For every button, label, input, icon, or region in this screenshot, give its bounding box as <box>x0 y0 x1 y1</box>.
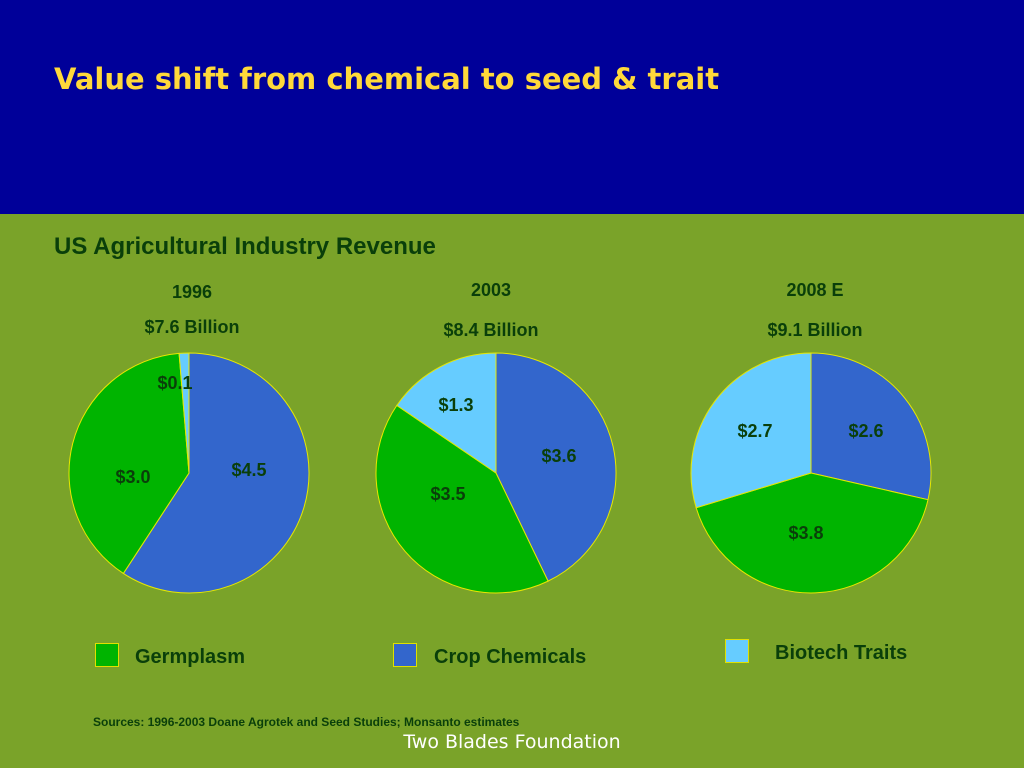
pie-1996-slice-germplasm <box>68 352 190 575</box>
legend-swatch-crop-chemicals <box>393 643 417 667</box>
legend-label-germplasm: Germplasm <box>135 646 246 668</box>
pie-2003-slice-germplasm <box>375 404 549 594</box>
title-banner <box>0 0 1024 214</box>
chart-2008-total: $9.1 Billion <box>767 320 863 340</box>
pie-2003-label-biotech-traits: $1.3 <box>438 395 473 415</box>
pie-2008-e-label-biotech-traits: $2.7 <box>737 421 772 441</box>
pie-2003-label-germplasm: $3.5 <box>430 484 465 504</box>
legend-label-crop-chemicals: Crop Chemicals <box>434 646 587 668</box>
pie-1996-label-biotech-traits: $0.1 <box>157 373 192 393</box>
chart-1996-year: 1996 <box>171 282 213 302</box>
pie-1996-label-crop-chemicals: $4.5 <box>231 460 266 480</box>
pie-2008-e-label-germplasm: $3.8 <box>788 523 823 543</box>
pie-1996-slice-crop-chemicals <box>122 352 310 594</box>
legend-swatch-biotech-traits <box>725 639 749 663</box>
pie-2008-e-slice-crop-chemicals <box>810 352 932 501</box>
pie-2003-label-crop-chemicals: $3.6 <box>541 446 576 466</box>
pie-2008-e-label-crop-chemicals: $2.6 <box>848 421 883 441</box>
pie-1996-label-germplasm: $3.0 <box>115 467 150 487</box>
legend-swatch-germplasm <box>95 643 119 667</box>
footer-text: Two Blades Foundation <box>403 731 621 753</box>
chart-2003-total: $8.4 Billion <box>443 320 539 340</box>
chart-subtitle: US Agricultural Industry Revenue <box>54 233 436 260</box>
pie-2003-slice-biotech-traits <box>396 352 497 474</box>
sources-note: Sources: 1996-2003 Doane Agrotek and See… <box>93 715 520 729</box>
chart-2008-year: 2008 E <box>786 280 844 300</box>
slide-title: Value shift from chemical to seed & trai… <box>54 62 720 96</box>
pie-1996-slice-biotech-traits <box>178 352 190 474</box>
pie-2008-e-slice-biotech-traits <box>690 352 812 509</box>
chart-2003-year: 2003 <box>470 280 512 300</box>
chart-1996-total: $7.6 Billion <box>144 317 240 337</box>
pie-2003-slice-crop-chemicals <box>495 352 617 582</box>
pie-2008-e-slice-germplasm <box>695 472 929 594</box>
legend-label-biotech-traits: Biotech Traits <box>775 642 908 664</box>
